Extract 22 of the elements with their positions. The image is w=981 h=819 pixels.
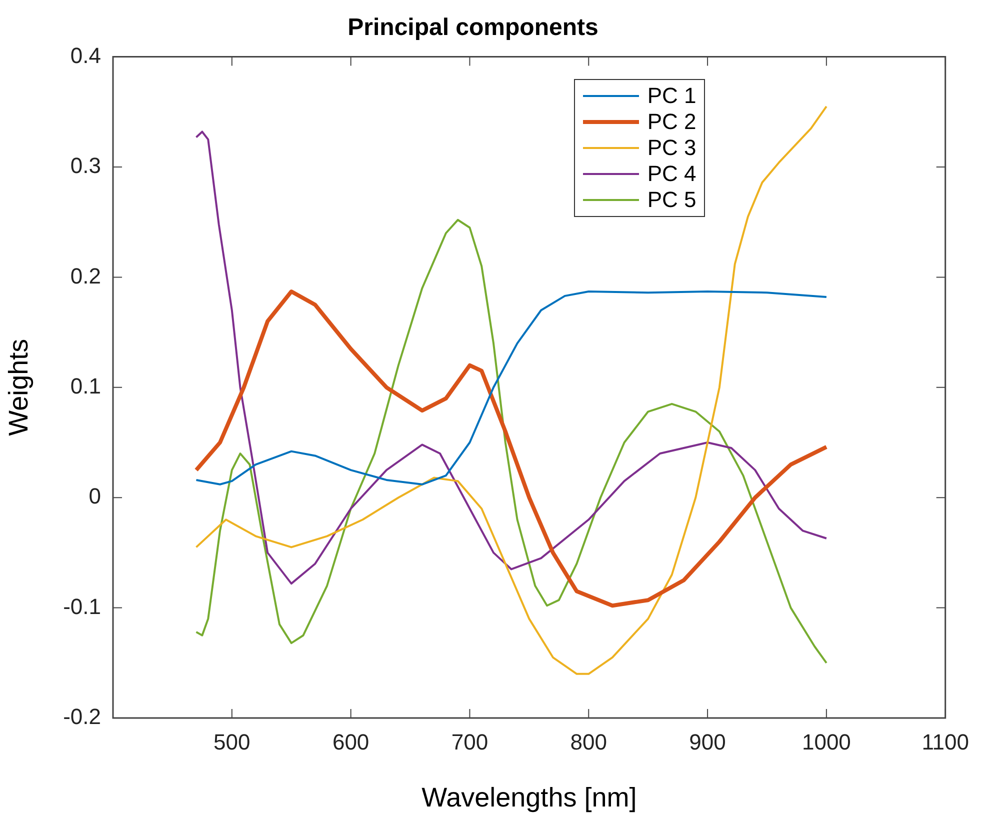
y-tick-label: 0.2 xyxy=(70,263,101,288)
y-tick-label: 0.4 xyxy=(70,42,101,68)
legend-label: PC 4 xyxy=(647,160,696,187)
y-tick-label: 0 xyxy=(88,484,101,509)
legend-label: PC 2 xyxy=(647,108,696,135)
x-tick-label: 800 xyxy=(570,729,607,754)
y-tick-label: -0.2 xyxy=(63,704,101,730)
x-tick-label: 1100 xyxy=(922,729,969,754)
x-tick-label: 700 xyxy=(451,729,488,754)
chart-title: Principal components xyxy=(348,14,598,42)
x-tick-label: 1000 xyxy=(802,729,851,754)
y-tick-label: -0.1 xyxy=(63,594,101,619)
legend-label: PC 5 xyxy=(647,186,696,213)
legend-label: PC 1 xyxy=(647,82,696,109)
x-tick-label: 600 xyxy=(332,729,370,754)
x-tick-label: 900 xyxy=(689,729,726,754)
x-axis-title: Wavelengths [nm] xyxy=(422,782,637,812)
x-tick-label: 500 xyxy=(214,729,250,754)
legend-label: PC 3 xyxy=(647,134,696,161)
y-axis-title: Weights xyxy=(4,338,34,436)
y-tick-label: 0.3 xyxy=(70,153,101,178)
y-tick-label: 0.1 xyxy=(70,373,101,398)
